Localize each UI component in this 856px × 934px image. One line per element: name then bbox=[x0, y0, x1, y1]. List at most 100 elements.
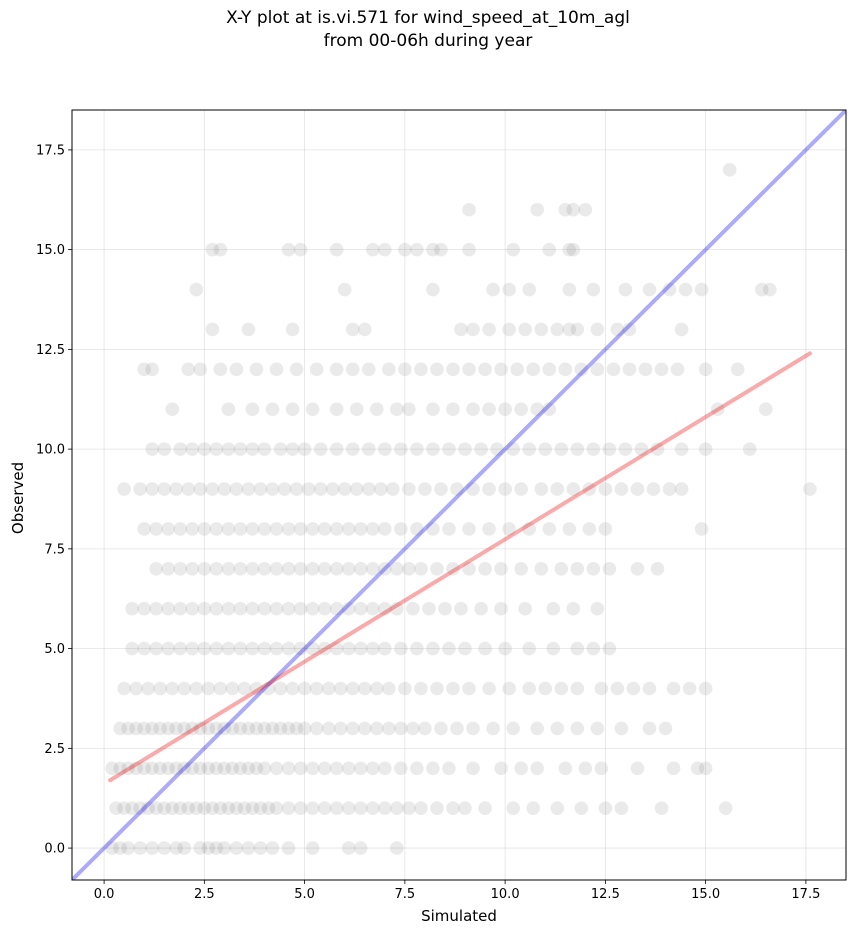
data-point bbox=[394, 522, 408, 536]
data-point bbox=[494, 601, 508, 616]
data-point bbox=[426, 641, 440, 656]
data-point bbox=[257, 442, 272, 456]
data-point bbox=[562, 282, 577, 297]
data-point bbox=[293, 761, 308, 776]
data-point bbox=[241, 761, 256, 776]
data-point bbox=[446, 402, 460, 417]
data-point bbox=[365, 522, 380, 536]
data-point bbox=[474, 442, 488, 456]
data-point bbox=[253, 841, 268, 855]
data-point bbox=[233, 562, 248, 576]
data-point bbox=[161, 721, 176, 736]
data-point bbox=[365, 641, 380, 656]
data-point bbox=[233, 761, 248, 776]
data-point bbox=[197, 442, 212, 456]
data-point bbox=[506, 721, 520, 736]
data-point bbox=[558, 202, 573, 217]
data-point bbox=[418, 482, 432, 496]
data-point bbox=[125, 641, 139, 656]
data-point bbox=[390, 562, 404, 576]
data-point bbox=[698, 442, 713, 456]
data-point bbox=[241, 721, 256, 736]
data-point bbox=[570, 681, 585, 696]
data-point bbox=[265, 482, 280, 496]
data-point bbox=[382, 721, 396, 736]
data-point bbox=[614, 801, 629, 815]
data-point bbox=[221, 402, 236, 417]
data-point bbox=[161, 562, 176, 576]
data-point bbox=[253, 482, 268, 496]
data-point bbox=[430, 362, 444, 377]
data-point bbox=[353, 562, 368, 576]
data-point bbox=[602, 562, 617, 576]
data-point bbox=[602, 442, 617, 456]
data-point bbox=[570, 322, 585, 337]
data-point bbox=[369, 721, 384, 736]
data-point bbox=[277, 482, 292, 496]
data-point bbox=[305, 761, 320, 776]
data-point bbox=[153, 761, 168, 776]
data-point bbox=[233, 522, 248, 536]
data-point bbox=[442, 641, 456, 656]
data-point bbox=[249, 362, 264, 377]
data-point bbox=[590, 322, 605, 337]
data-point bbox=[205, 801, 220, 815]
data-point bbox=[498, 402, 512, 417]
data-point bbox=[345, 721, 360, 736]
data-point bbox=[494, 761, 508, 776]
data-point bbox=[698, 681, 713, 696]
data-point bbox=[317, 601, 332, 616]
data-point bbox=[305, 562, 320, 576]
data-point bbox=[269, 522, 284, 536]
data-point bbox=[554, 681, 569, 696]
data-point bbox=[574, 801, 589, 815]
data-point bbox=[285, 681, 300, 696]
data-point bbox=[141, 801, 155, 815]
data-point bbox=[293, 522, 308, 536]
data-point bbox=[610, 681, 625, 696]
data-point bbox=[426, 402, 440, 417]
data-point bbox=[209, 641, 224, 656]
data-point bbox=[410, 522, 424, 536]
data-point bbox=[446, 562, 460, 576]
data-point bbox=[442, 522, 456, 536]
data-point bbox=[562, 522, 577, 536]
data-point bbox=[161, 761, 176, 776]
data-point bbox=[466, 482, 480, 496]
data-point bbox=[466, 402, 480, 417]
data-point bbox=[514, 402, 528, 417]
data-point bbox=[237, 681, 252, 696]
data-point bbox=[365, 601, 380, 616]
data-point bbox=[129, 681, 143, 696]
data-point bbox=[245, 801, 260, 815]
x-tick-label: 2.5 bbox=[194, 887, 215, 902]
data-point bbox=[333, 721, 348, 736]
data-point bbox=[410, 442, 424, 456]
x-tick-label: 5.0 bbox=[294, 887, 315, 902]
data-point bbox=[658, 721, 673, 736]
data-point bbox=[329, 562, 344, 576]
data-point bbox=[149, 641, 164, 656]
data-point bbox=[554, 442, 569, 456]
data-point bbox=[117, 482, 131, 496]
data-point bbox=[373, 482, 388, 496]
data-point bbox=[165, 801, 180, 815]
data-point bbox=[109, 801, 123, 815]
data-point bbox=[402, 562, 416, 576]
data-point bbox=[586, 442, 601, 456]
data-point bbox=[353, 841, 368, 855]
data-point bbox=[269, 761, 284, 776]
data-point bbox=[482, 482, 496, 496]
data-point bbox=[309, 721, 324, 736]
data-point bbox=[341, 641, 356, 656]
data-point bbox=[622, 322, 637, 337]
data-point bbox=[694, 522, 709, 536]
data-point bbox=[590, 362, 605, 377]
data-point bbox=[730, 362, 745, 377]
data-point bbox=[105, 841, 119, 855]
data-point bbox=[654, 801, 669, 815]
data-point bbox=[674, 442, 689, 456]
data-point bbox=[197, 562, 212, 576]
data-point bbox=[297, 681, 312, 696]
data-point bbox=[602, 641, 617, 656]
